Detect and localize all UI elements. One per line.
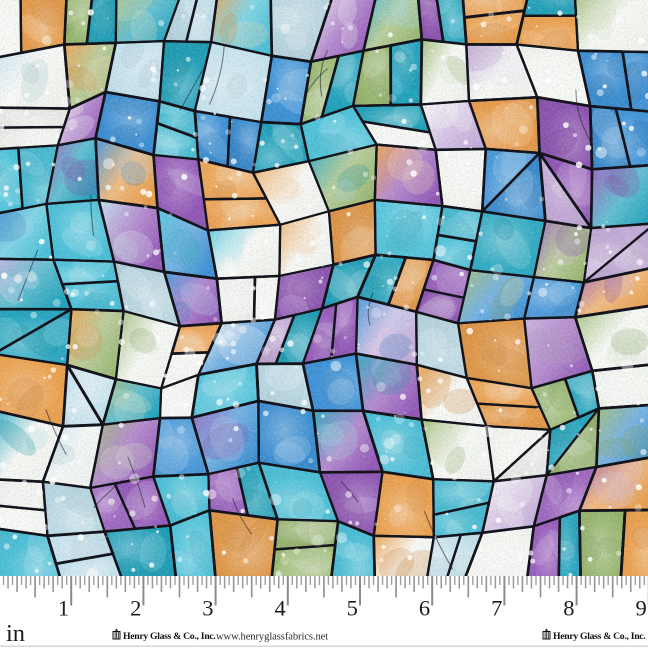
svg-text:6: 6 xyxy=(419,596,430,621)
svg-text:1: 1 xyxy=(58,596,69,621)
svg-text:9: 9 xyxy=(635,596,646,621)
svg-text:4: 4 xyxy=(274,596,285,621)
svg-text:7: 7 xyxy=(491,596,502,621)
svg-text:8: 8 xyxy=(563,596,574,621)
svg-text:5: 5 xyxy=(347,596,358,621)
svg-text:Henry Glass & Co., Inc.: Henry Glass & Co., Inc. xyxy=(553,631,645,642)
svg-text:3: 3 xyxy=(202,596,213,621)
svg-text:2: 2 xyxy=(130,596,141,621)
svg-text:www.henryglassfabrics.net: www.henryglassfabrics.net xyxy=(216,632,328,643)
svg-text:in: in xyxy=(6,620,25,647)
svg-text:Henry Glass & Co., Inc.: Henry Glass & Co., Inc. xyxy=(123,631,215,642)
